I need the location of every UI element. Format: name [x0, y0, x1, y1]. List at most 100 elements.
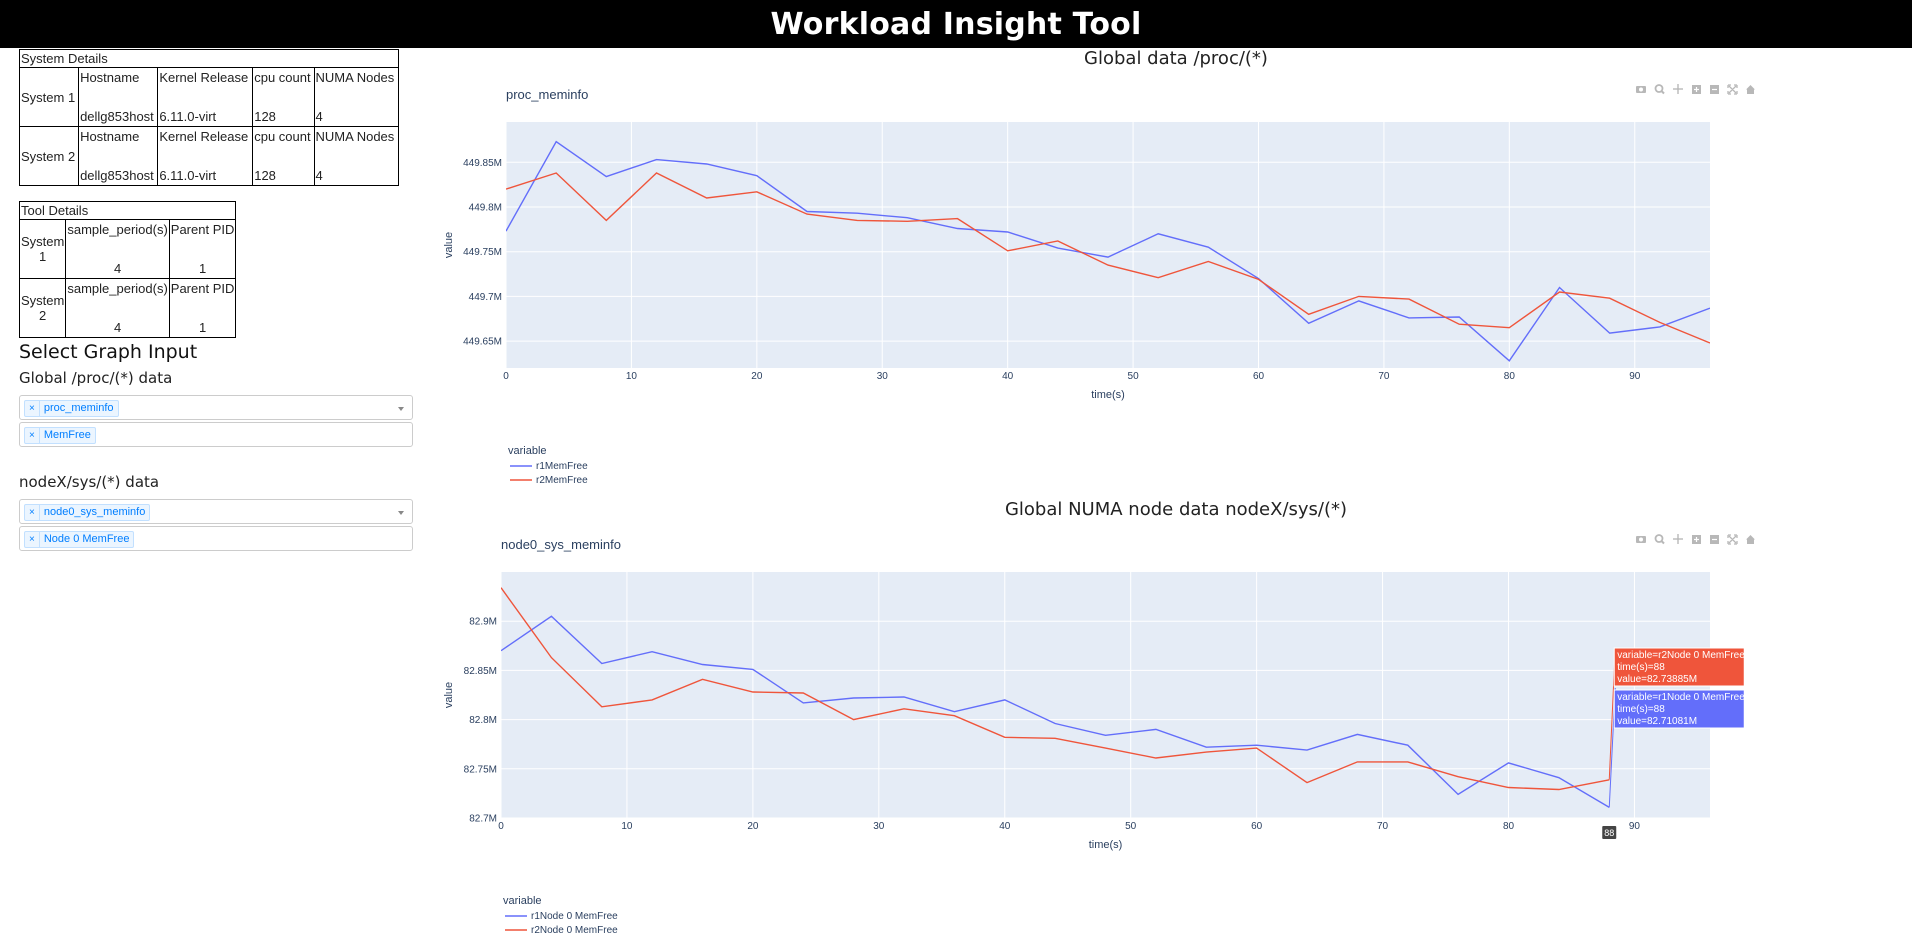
global-source-dropdown[interactable]: × proc_meminfo	[19, 395, 413, 420]
parent-pid-header: Parent PID	[170, 281, 235, 296]
zoom-lens	[1654, 84, 1664, 93]
x-tick-label: 60	[1253, 371, 1265, 382]
home-icon[interactable]	[1746, 85, 1755, 94]
tag-label: node0_sys_meminfo	[43, 506, 146, 518]
remove-tag-icon[interactable]: ×	[25, 505, 40, 520]
node-source-dropdown[interactable]: × node0_sys_meminfo	[19, 499, 413, 524]
chevron-down-icon[interactable]	[398, 511, 404, 515]
system-label: System 1	[18, 67, 80, 127]
remove-tag-icon[interactable]: ×	[25, 428, 40, 443]
hostname-value: dellg853host	[80, 109, 154, 124]
zoom-out-icon[interactable]	[1710, 85, 1719, 94]
camera-lens	[1639, 87, 1643, 92]
x-tick-label: 30	[877, 371, 889, 382]
y-tick-label: 449.7M	[469, 292, 502, 303]
pan-icon[interactable]	[1673, 534, 1683, 544]
y-tick-label: 449.8M	[469, 202, 502, 213]
parent-pid-value: 1	[198, 320, 207, 335]
chevron-down-icon[interactable]	[398, 407, 404, 411]
chart-title: proc_meminfo	[506, 87, 588, 102]
sample-period-header: sample_period(s)	[67, 281, 168, 296]
hover-tooltip: variable=r2Node 0 MemFreetime(s)=88value…	[1613, 647, 1745, 687]
autoscale-icon[interactable]	[1727, 534, 1738, 545]
numa-header: NUMA Nodes	[315, 129, 395, 144]
sample-period-value: 4	[113, 320, 122, 335]
hover-tooltip-box	[1613, 689, 1745, 729]
hover-value: value=82.73885M	[1617, 674, 1697, 685]
x-axis-title: time(s)	[1089, 839, 1123, 851]
zoom-lens	[1654, 534, 1664, 543]
kernel-value: 6.11.0-virt	[159, 168, 217, 183]
hostname-value: dellg853host	[80, 168, 154, 183]
zoom-in-icon[interactable]	[1692, 85, 1701, 94]
x-tick-label: 0	[498, 821, 504, 832]
zoom-icon[interactable]	[1654, 534, 1665, 545]
x-tick-label: 60	[1251, 821, 1263, 832]
hostname-header: Hostname	[80, 70, 140, 85]
hover-time: time(s)=88	[1617, 662, 1665, 673]
x-tick-label: 20	[751, 371, 763, 382]
numa-value: 4	[315, 168, 323, 183]
x-tick-label: 90	[1629, 371, 1641, 382]
sample-period-value: 4	[113, 261, 122, 276]
zoom-icon[interactable]	[1654, 84, 1665, 95]
series-line-r1node-0-memfree	[501, 615, 1610, 809]
system-row: System 1 Hostname dellg853host Kernel Rel…	[18, 67, 400, 127]
zoom-in-icon[interactable]	[1692, 535, 1701, 544]
legend-label: r2MemFree	[536, 475, 588, 486]
hover-x-label-box	[1602, 826, 1617, 839]
selected-tag: × MemFree	[24, 427, 96, 444]
pan-icon[interactable]	[1673, 84, 1683, 94]
zoom-out-icon[interactable]	[1710, 535, 1719, 544]
kernel-header: Kernel Release	[159, 129, 249, 144]
y-tick-label: 82.7M	[469, 814, 497, 825]
numa-chart-heading: Global NUMA node data nodeX/sys/(*)	[1004, 499, 1348, 520]
node-metric-dropdown[interactable]: × Node 0 MemFree	[19, 526, 413, 551]
select-graph-title: Select Graph Input	[19, 341, 198, 363]
tool-details-caption: Tool Details	[18, 201, 237, 220]
hover-value: value=82.71081M	[1617, 716, 1697, 727]
remove-tag-icon[interactable]: ×	[25, 532, 40, 547]
modebar[interactable]	[1636, 534, 1755, 545]
modebar[interactable]	[1636, 84, 1755, 95]
x-tick-label: 10	[621, 821, 633, 832]
camera-icon[interactable]	[1636, 536, 1646, 543]
home-icon[interactable]	[1746, 535, 1755, 544]
left-panel: System Details System 1 Hostname dellg853…	[18, 49, 419, 553]
x-tick-label: 50	[1128, 371, 1140, 382]
legend-title: variable	[503, 895, 542, 907]
zoom-handle	[1660, 540, 1665, 545]
cpu-value: 128	[254, 109, 276, 124]
app-banner: Workload Insight Tool	[0, 0, 1912, 48]
x-tick-label: 0	[503, 371, 509, 382]
legend-label: r1MemFree	[536, 461, 588, 472]
global-chart-heading: Global data /proc/(*)	[1084, 48, 1268, 69]
kernel-value: 6.11.0-virt	[159, 109, 217, 124]
x-tick-label: 40	[999, 821, 1011, 832]
series-line-r1memfree	[506, 140, 1710, 362]
x-tick-label: 40	[1002, 371, 1014, 382]
node-data-title: nodeX/sys/(*) data	[19, 473, 160, 491]
series-line-r2memfree	[506, 172, 1710, 344]
autoscale-shape	[1727, 534, 1738, 545]
series-line-r2node-0-memfree	[501, 587, 1610, 791]
numa-header: NUMA Nodes	[315, 70, 395, 85]
plot-area	[501, 572, 1710, 818]
remove-tag-icon[interactable]: ×	[25, 401, 40, 416]
y-tick-label: 449.85M	[463, 158, 502, 169]
y-tick-label: 82.85M	[464, 666, 497, 677]
numa-meminfo-chart[interactable]: node0_sys_meminfo 0 10 20 30 40 50 60 70 80 90 82.7…	[440, 530, 1760, 950]
numa-value: 4	[315, 109, 323, 124]
x-tick-label: 30	[873, 821, 885, 832]
hover-time: time(s)=88	[1617, 704, 1665, 715]
y-tick-label: 449.75M	[463, 247, 502, 258]
legend-label: r2Node 0 MemFree	[531, 925, 618, 936]
global-meminfo-chart[interactable]: proc_meminfo 0 10 20 30 40 50 60 70 80 90 449.65M 44…	[440, 80, 1760, 490]
hover-x-label: 88	[1604, 828, 1614, 838]
camera-icon[interactable]	[1636, 86, 1646, 93]
x-axis-title: time(s)	[1091, 389, 1125, 401]
autoscale-icon[interactable]	[1727, 84, 1738, 95]
global-metric-dropdown[interactable]: × MemFree	[19, 422, 413, 447]
cpu-header: cpu count	[254, 70, 311, 85]
system-row: System 2 Hostname dellg853host Kernel Rel…	[18, 126, 400, 186]
